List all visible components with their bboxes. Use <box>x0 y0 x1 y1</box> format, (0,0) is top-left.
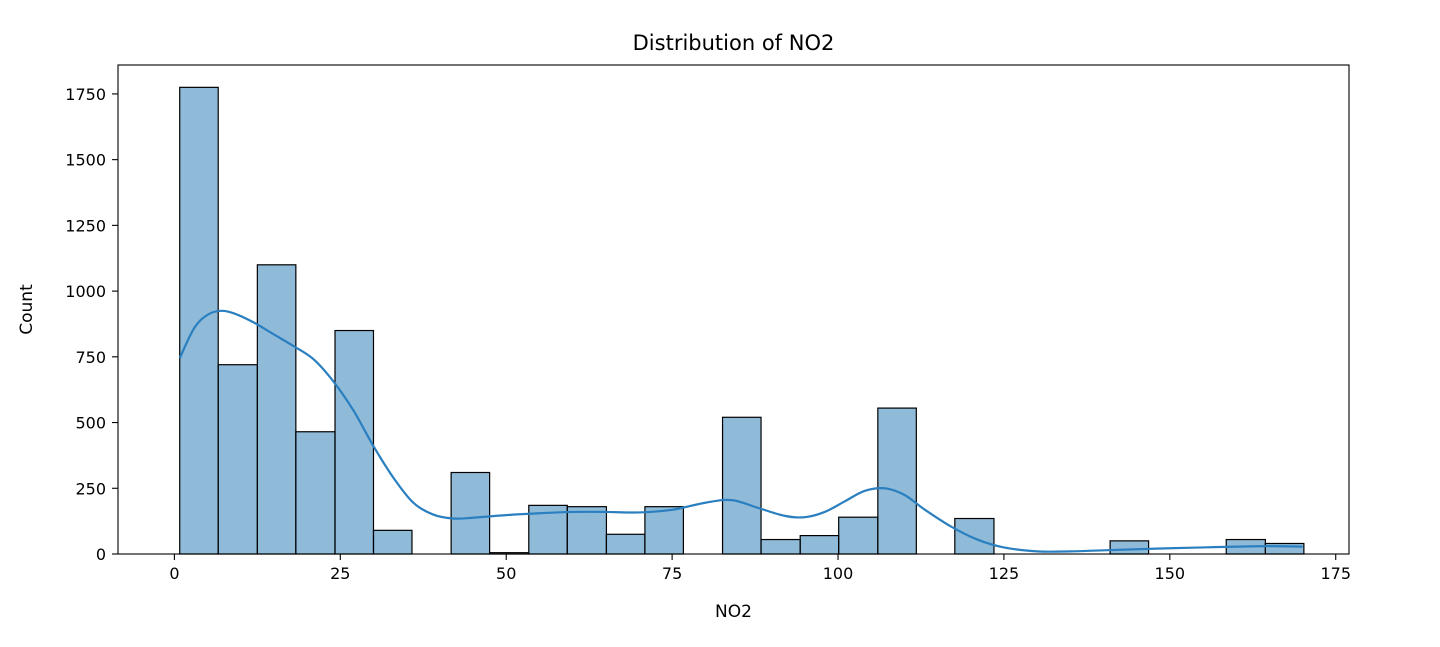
histogram-bar <box>605 533 646 555</box>
x-tick-label: 75 <box>662 564 682 583</box>
x-axis-label: NO2 <box>715 602 752 622</box>
histogram-bar <box>877 407 917 555</box>
histogram-bar <box>644 506 684 555</box>
y-tick-label: 750 <box>75 348 106 367</box>
y-axis-label: Count <box>17 284 37 335</box>
chart-title: Distribution of NO2 <box>633 31 835 55</box>
histogram-bar <box>721 416 762 555</box>
histogram-bar <box>799 534 840 555</box>
x-tick-label: 100 <box>823 564 854 583</box>
x-tick-label: 25 <box>330 564 350 583</box>
y-tick-label: 1750 <box>65 85 106 104</box>
y-tick-label: 500 <box>75 414 106 433</box>
x-tick-label: 150 <box>1155 564 1186 583</box>
y-tick-label: 1500 <box>65 151 106 170</box>
histogram-bar <box>256 264 297 555</box>
histogram-bar <box>838 516 879 555</box>
y-tick-label: 1250 <box>65 216 106 235</box>
plot-frame <box>117 64 1350 555</box>
histogram-bar <box>760 538 801 555</box>
histogram-bar <box>295 431 336 555</box>
histogram-bar <box>217 364 258 555</box>
histogram-bar <box>334 329 375 555</box>
x-axis-ticks: 0 25 50 75 100 125 150 175 <box>169 554 1351 583</box>
histogram-bar <box>1109 540 1150 555</box>
x-tick-label: 175 <box>1320 564 1351 583</box>
x-tick-label: 125 <box>989 564 1020 583</box>
x-tick-label: 0 <box>169 564 179 583</box>
kde-curve <box>178 309 1303 553</box>
y-tick-label: 250 <box>75 479 106 498</box>
histogram-bars <box>179 86 1305 555</box>
y-axis-ticks: 0 250 500 750 1000 1250 1500 1750 <box>65 85 118 564</box>
y-tick-label: 1000 <box>65 282 106 301</box>
histogram-bar <box>566 506 608 555</box>
y-tick-label: 0 <box>96 545 106 564</box>
histogram-bar <box>450 471 491 555</box>
histogram-bar <box>954 517 995 555</box>
x-tick-label: 50 <box>496 564 516 583</box>
histogram-bar <box>372 529 413 555</box>
